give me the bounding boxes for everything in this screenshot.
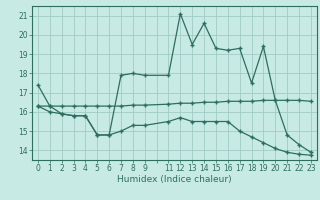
X-axis label: Humidex (Indice chaleur): Humidex (Indice chaleur) bbox=[117, 175, 232, 184]
